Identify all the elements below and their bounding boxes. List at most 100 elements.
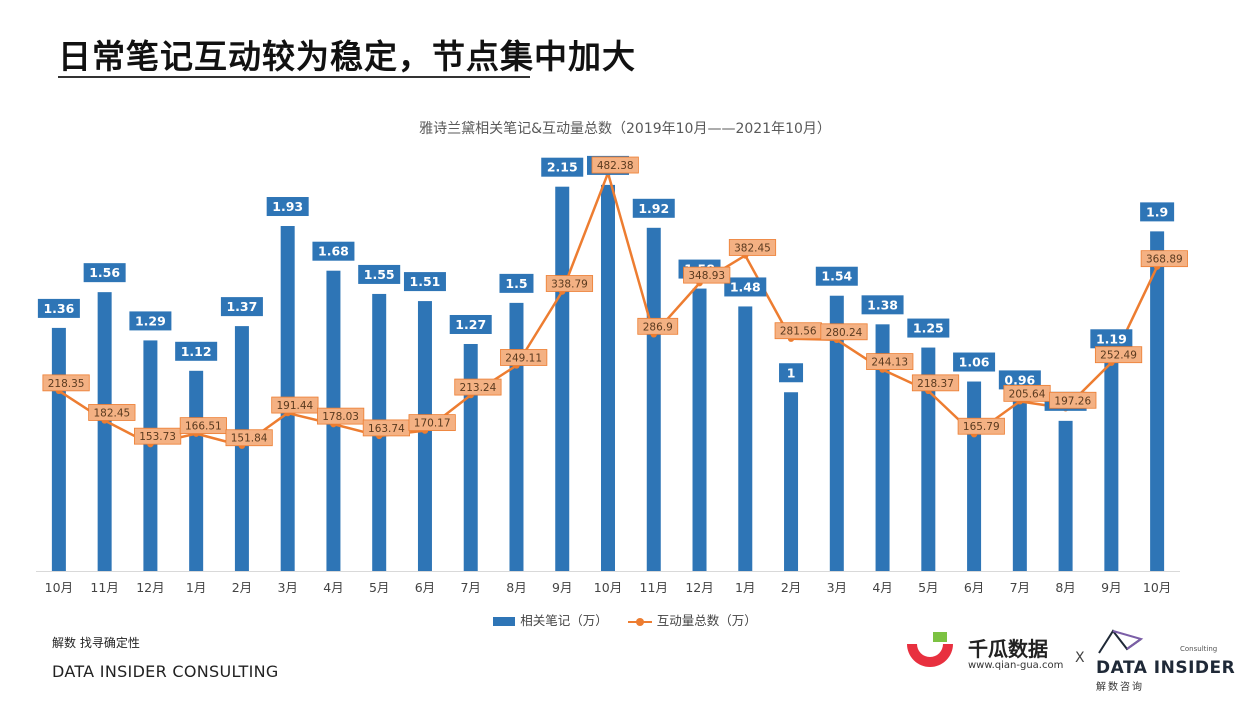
legend-item-notes[interactable]: 相关笔记（万） xyxy=(493,610,608,629)
x-tick-label: 1月 xyxy=(186,580,206,595)
bar-data-label: 1.93 xyxy=(272,199,303,214)
x-tick-label: 8月 xyxy=(506,580,526,595)
bar xyxy=(967,381,982,571)
bar-data-label: 1.27 xyxy=(455,317,486,332)
line-data-label: 213.24 xyxy=(460,382,497,394)
line-data-label: 218.35 xyxy=(48,378,85,390)
line-data-label: 151.84 xyxy=(231,433,268,445)
bar-label-box xyxy=(266,197,309,217)
bar xyxy=(601,184,615,571)
bar-label-box xyxy=(998,370,1041,390)
line-label-box xyxy=(591,156,639,174)
line-data-label: 249.11 xyxy=(505,352,542,364)
line-data-label: 153.73 xyxy=(139,431,176,443)
bar-label-box xyxy=(953,352,996,372)
bar xyxy=(189,370,204,571)
bar xyxy=(97,292,112,571)
bar xyxy=(692,288,707,571)
line-data-label: 252.49 xyxy=(1100,350,1137,362)
x-tick-label: 9月 xyxy=(552,580,572,595)
line-data-label: 163.74 xyxy=(368,423,405,435)
line-label-box xyxy=(317,407,365,425)
bar-label-box xyxy=(779,363,804,383)
qiangua-logo-url: www.qian-gua.com xyxy=(968,660,1064,671)
line-label-box xyxy=(728,239,777,256)
line-data-label: 281.56 xyxy=(780,326,817,338)
line-data-label: 244.13 xyxy=(871,357,908,369)
x-tick-label: 10月 xyxy=(1143,580,1171,595)
bar-label-box xyxy=(499,273,534,293)
line-label-box xyxy=(866,353,914,370)
x-tick-label: 8月 xyxy=(1055,580,1075,595)
x-tick-label: 7月 xyxy=(460,580,480,595)
title-underline xyxy=(58,76,530,78)
line-label-box xyxy=(683,266,731,284)
qiangua-logo-icon xyxy=(907,632,953,667)
bar-data-label: 1.38 xyxy=(867,297,898,312)
line-data-label: 286.9 xyxy=(643,321,673,333)
legend-item-interactions[interactable]: 互动量总数（万） xyxy=(627,610,757,629)
bar xyxy=(829,295,844,571)
bar xyxy=(1058,420,1073,571)
chart-title: 雅诗兰黛相关笔记&互动量总数（2019年10月——2021年10月） xyxy=(419,121,831,137)
line-data-label: 338.79 xyxy=(551,278,588,290)
line-label-box xyxy=(1094,346,1143,364)
bar xyxy=(143,340,158,571)
bar-data-label: 1.12 xyxy=(181,344,212,359)
bar-label-box xyxy=(175,341,218,361)
line-label-box xyxy=(271,396,319,414)
bar-data-label: 1.51 xyxy=(410,274,441,289)
datainsider-logo-icon xyxy=(1098,629,1144,654)
bar-label-box xyxy=(83,263,126,283)
line-label-box xyxy=(179,417,227,435)
bar xyxy=(555,186,570,571)
line-label-box xyxy=(637,317,679,335)
x-tick-label: 2月 xyxy=(781,580,801,595)
page-title: 日常笔记互动较为稳定，节点集中加大 xyxy=(58,37,636,76)
bar-data-label: 2.15 xyxy=(547,160,578,175)
bar xyxy=(509,302,524,571)
line-data-label: 170.17 xyxy=(414,418,451,430)
line-label-box xyxy=(1049,391,1097,409)
x-tick-label: 4月 xyxy=(323,580,343,595)
line-data-label: 218.37 xyxy=(917,378,954,390)
datainsider-logo-sub: 解数咨询 xyxy=(1096,682,1144,693)
line-label-box xyxy=(545,275,594,292)
bar-data-label: 1.9 xyxy=(1146,204,1168,219)
x-tick-label: 6月 xyxy=(964,580,984,595)
bar-data-label: 0.96 xyxy=(1004,372,1035,387)
bar-label-box xyxy=(724,277,767,297)
bar-label-box xyxy=(815,266,858,286)
bar-data-label: 1.68 xyxy=(318,244,349,259)
line-label-box xyxy=(911,374,960,392)
line-label-box xyxy=(225,429,273,447)
x-tick-label: 11月 xyxy=(640,580,668,595)
line-data-label: 348.93 xyxy=(688,270,725,282)
line-label-box xyxy=(500,349,548,366)
line-data-label: 382.45 xyxy=(734,242,771,254)
bar xyxy=(463,343,478,571)
line-label-box xyxy=(408,414,456,432)
x-tick-label: 10月 xyxy=(45,580,73,595)
bar-data-label: 1.92 xyxy=(638,201,669,216)
bar-data-label: 1.19 xyxy=(1096,331,1127,346)
bar-data-label: 1 xyxy=(787,365,796,380)
bar-label-box xyxy=(312,241,355,261)
x-tick-label: 4月 xyxy=(872,580,892,595)
datainsider-logo-consulting: Consulting xyxy=(1180,645,1218,653)
line-data-label: 182.45 xyxy=(93,407,130,419)
bar xyxy=(51,327,66,571)
line-label-box xyxy=(957,417,1005,435)
legend-label-notes: 相关笔记（万） xyxy=(520,613,608,628)
line-data-label: 191.44 xyxy=(277,400,314,412)
line-label-box xyxy=(820,323,868,341)
bar-data-label: 1.06 xyxy=(959,355,990,370)
legend-bar-swatch xyxy=(493,617,516,626)
bar-label-box xyxy=(632,198,675,218)
bar-data-label: 1.48 xyxy=(730,279,761,294)
bar-label-box xyxy=(861,295,904,315)
bar-label-box xyxy=(220,297,263,317)
x-tick-label: 11月 xyxy=(90,580,118,595)
bar xyxy=(646,227,661,572)
